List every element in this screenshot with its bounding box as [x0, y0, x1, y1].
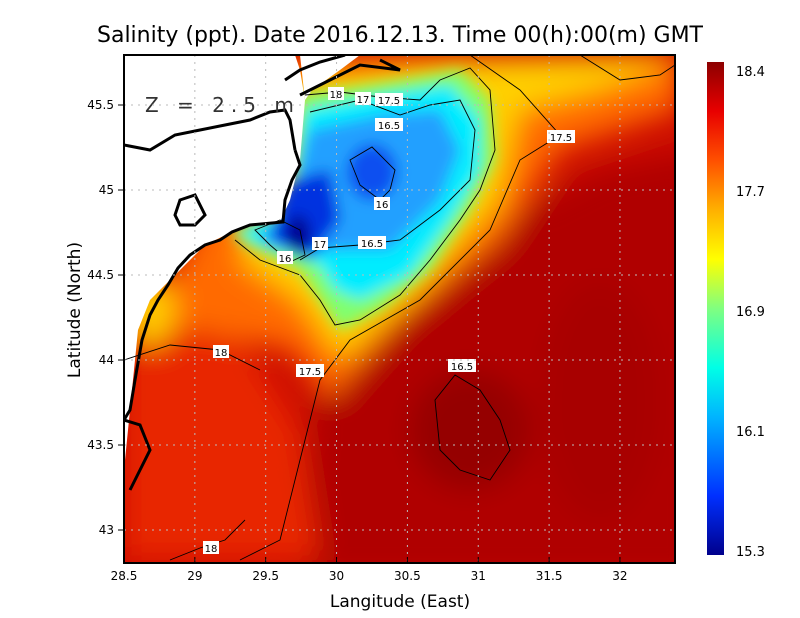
contour-label: 16.5: [361, 239, 383, 250]
contour-label-box: [312, 237, 328, 250]
x-axis-label: Langitude (East): [330, 592, 470, 612]
contour-label-box: [375, 118, 403, 131]
contour-lines: [124, 55, 675, 561]
y-axis-label: Latitude (North): [65, 242, 85, 378]
colorbar-label: 16.1: [736, 425, 765, 440]
colorbar-labels: 18.4 17.7 16.9 16.1 15.3: [736, 65, 765, 560]
contour-label-box: [374, 197, 390, 210]
contour-labels: 18 17 17.5 16.5 17.5 16 16.5 17 16 18 17.5 16.5 18: [203, 87, 575, 555]
contour-label: 17.5: [550, 133, 572, 144]
contour-label-box: [213, 345, 229, 358]
y-tick-label: 43.5: [87, 438, 114, 452]
y-tick-label: 43: [99, 523, 114, 537]
x-tick-label: 29: [187, 569, 202, 583]
contour-label-box: [547, 130, 575, 143]
contour-label-box: [375, 93, 403, 106]
contour-label-box: [355, 92, 371, 105]
depth-label: Z = 2.5 m: [145, 93, 300, 117]
x-tick-label: 29.5: [252, 569, 279, 583]
y-tick-label: 44: [99, 353, 114, 367]
contour-label: 18: [215, 348, 228, 359]
contour-label: 16.5: [378, 121, 400, 132]
land-mass: [124, 55, 305, 470]
colorbar-label: 17.7: [736, 185, 765, 200]
contour-label: 17: [314, 240, 327, 251]
map-title: Salinity (ppt). Date 2016.12.13. Time 00…: [97, 23, 704, 48]
colorbar-label: 15.3: [736, 545, 765, 560]
x-tick-label: 28.5: [111, 569, 138, 583]
plot-frame: [123, 54, 676, 564]
contour-label: 16.5: [451, 362, 473, 373]
y-axis-ticks: 45.5 45 44.5 44 43.5 43: [87, 98, 124, 537]
contour-label: 18: [330, 90, 343, 101]
contour-label: 16: [279, 254, 292, 265]
salinity-field: 18 17 17.5 16.5 17.5 16 16.5 17 16 18 17.5 16.5 18 Z…: [124, 55, 675, 563]
contour-label-box: [296, 364, 324, 377]
x-tick-label: 32: [612, 569, 627, 583]
contour-label: 17.5: [378, 96, 400, 107]
contour-label-box: [358, 236, 386, 249]
contour-label: 17: [357, 95, 370, 106]
contour-label: 17.5: [299, 367, 321, 378]
contour-label-box: [203, 541, 219, 554]
y-tick-label: 45: [99, 183, 114, 197]
colorbar: [707, 62, 724, 555]
contour-label: 18: [205, 544, 218, 555]
contour-label-box: [328, 87, 344, 100]
y-tick-label: 45.5: [87, 98, 114, 112]
x-tick-label: 30: [329, 569, 344, 583]
x-axis-ticks: 28.5 29 29.5 30 30.5 31 31.5 32: [111, 557, 628, 583]
colorbar-label: 18.4: [736, 65, 765, 80]
colorbar-label: 16.9: [736, 305, 765, 320]
x-tick-label: 31.5: [536, 569, 563, 583]
x-tick-label: 30.5: [394, 569, 421, 583]
y-tick-label: 44.5: [87, 268, 114, 282]
x-tick-label: 31: [471, 569, 486, 583]
contour-label: 16: [376, 200, 389, 211]
grid-lines: [124, 55, 675, 563]
contour-label-box: [277, 251, 293, 264]
contour-label-box: [448, 359, 476, 372]
